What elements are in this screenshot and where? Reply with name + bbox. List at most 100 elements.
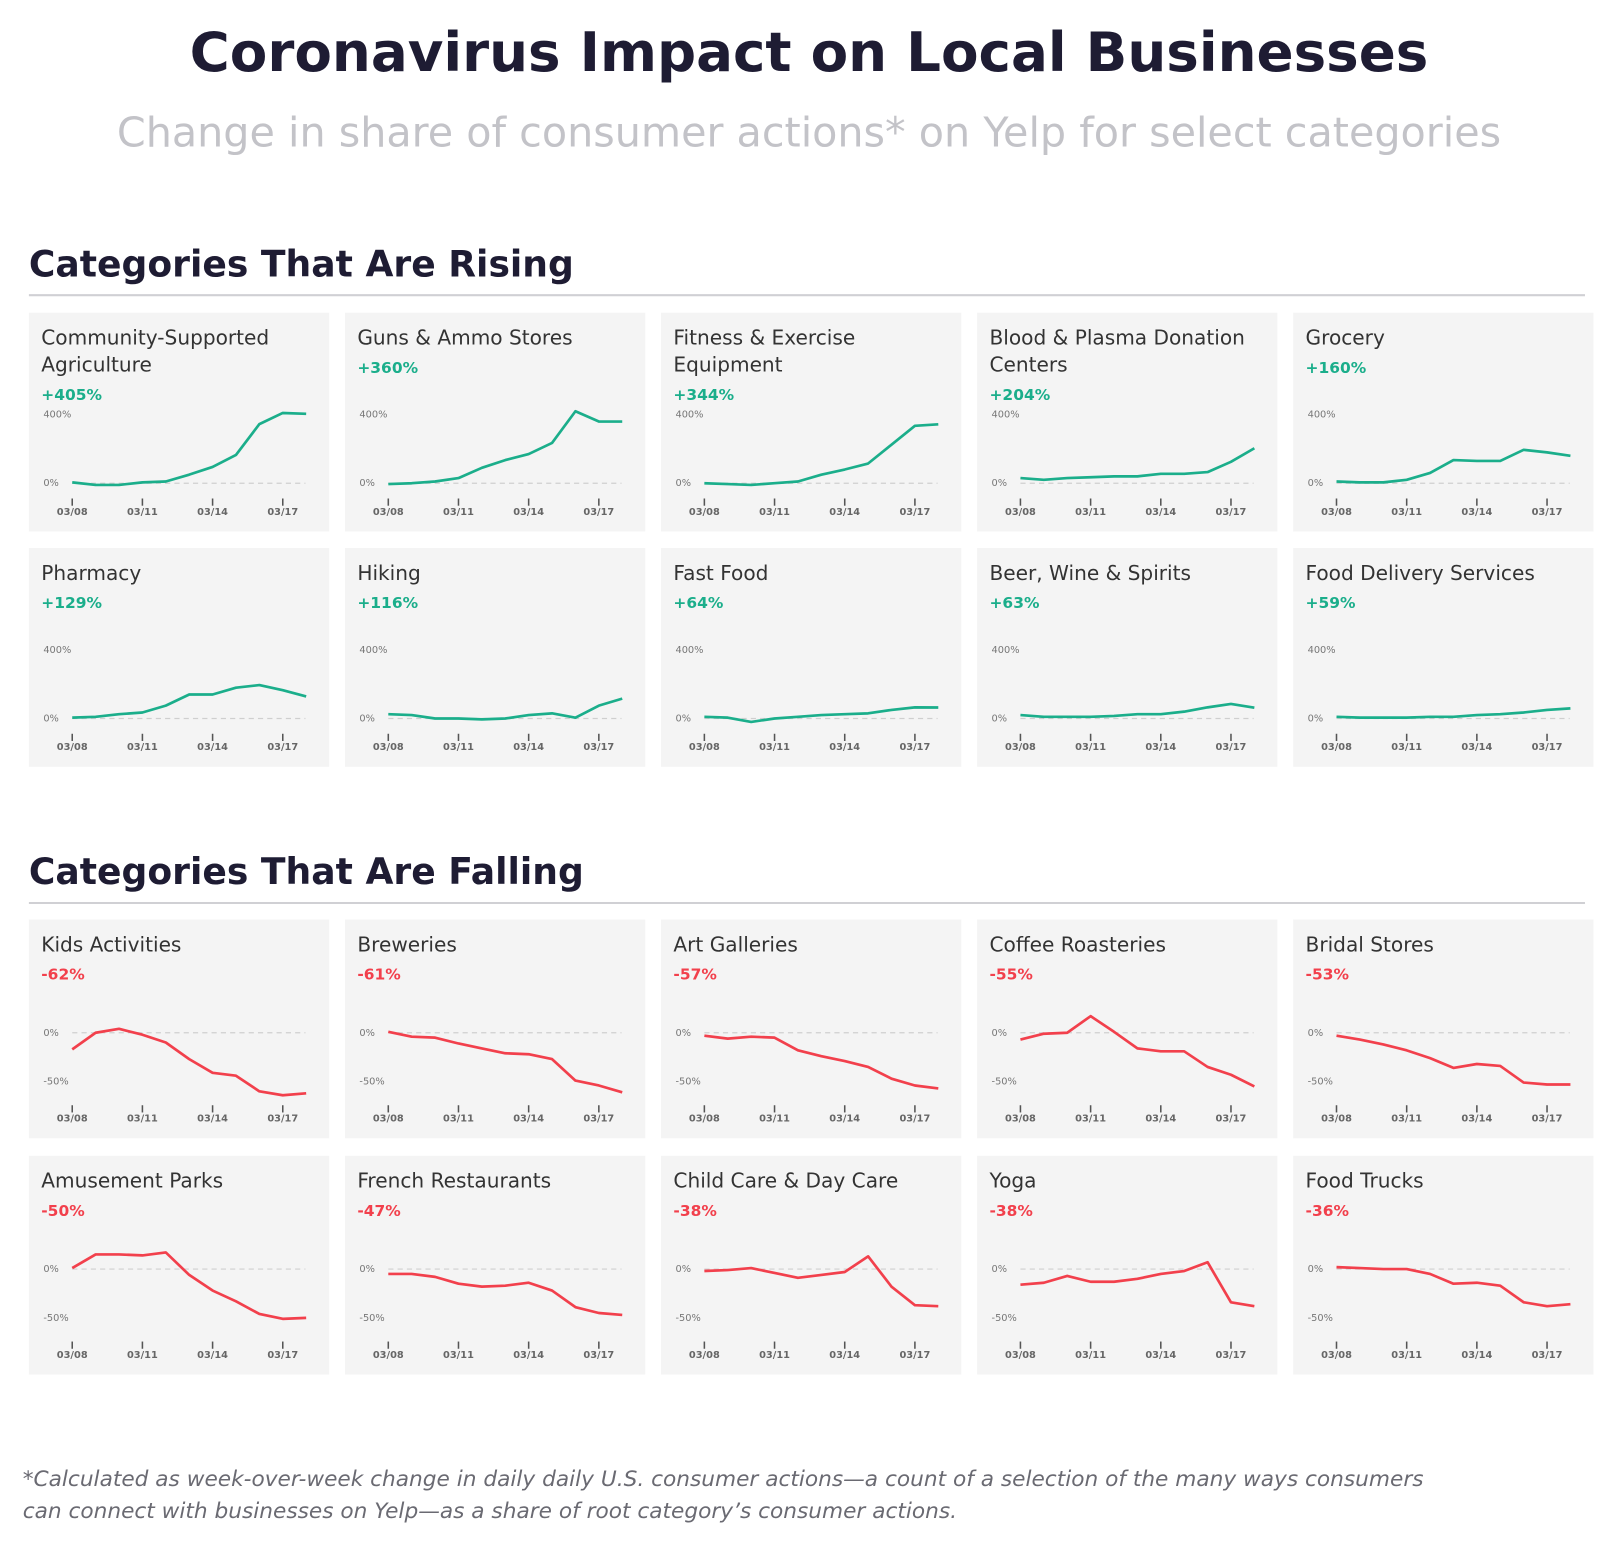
x-tick-label: 03/11 [759, 507, 790, 518]
card-background [1293, 548, 1594, 767]
chart-annotation: +405% [41, 386, 102, 404]
y-tick-label: -50% [43, 1077, 68, 1088]
text-line: Food Delivery Services [1306, 560, 1535, 584]
chart-title: Food Trucks [1306, 1168, 1424, 1192]
y-tick-label: 0% [992, 478, 1008, 489]
chart-annotation: +344% [673, 386, 734, 404]
x-tick-label: 03/17 [1532, 742, 1563, 753]
x-tick-label: 03/11 [127, 1350, 158, 1361]
data-line [388, 1030, 623, 1094]
y-tick-label: 0% [359, 1264, 375, 1275]
chart-annotation: -47% [357, 1202, 401, 1220]
text-line: Beer, Wine & Spirits [989, 560, 1191, 584]
chart-card: Fitness & Exercise Equipment +344% 0% 400% 0… [661, 312, 962, 532]
y-tick-label: -50% [675, 1077, 700, 1088]
data-line [704, 1255, 939, 1308]
text-line: Centers [989, 352, 1067, 376]
data-line [704, 706, 939, 724]
text-line: Food Trucks [1306, 1168, 1424, 1192]
chart-annotation: +116% [357, 594, 418, 612]
data-line [388, 1272, 623, 1317]
x-tick-label: 03/17 [1216, 1350, 1247, 1361]
y-tick-label: 0% [675, 478, 691, 489]
x-tick-label: 03/14 [513, 742, 544, 753]
chart-card: Child Care & Day Care -38% 0% -50% 03/08 03/1… [661, 1155, 962, 1375]
x-tick-label: 03/08 [373, 1114, 404, 1125]
x-tick-label: 03/08 [689, 1114, 720, 1125]
chart-card: Pharmacy +129% 0% 400% 03/08 03/11 03/14 03/17 [28, 548, 330, 767]
chart-annotation: +59% [1306, 594, 1356, 612]
x-tick-label: 03/17 [899, 1350, 930, 1361]
x-tick-label: 03/17 [1216, 507, 1247, 518]
x-tick-label: 03/17 [899, 507, 930, 518]
x-tick-label: 03/11 [1391, 1114, 1422, 1125]
data-line [704, 1034, 939, 1090]
x-tick-label: 03/14 [197, 1114, 228, 1125]
x-tick-label: 03/14 [197, 507, 228, 518]
chart-title: Blood & Plasma Donation Centers [989, 325, 1251, 376]
data-line [1020, 1014, 1255, 1088]
y-tick-label: 0% [43, 1028, 59, 1039]
x-tick-label: 03/14 [1145, 1114, 1176, 1125]
y-tick-label: 0% [992, 713, 1008, 724]
text-line: Breweries [357, 932, 457, 956]
y-tick-label: -50% [992, 1313, 1017, 1324]
x-tick-label: 03/14 [1145, 1350, 1176, 1361]
chart-title: Child Care & Day Care [673, 1168, 898, 1192]
text-line: Yoga [988, 1168, 1036, 1192]
card-background [1293, 1155, 1594, 1375]
y-tick-label: 0% [359, 478, 375, 489]
chart-annotation: +64% [673, 594, 723, 612]
y-tick-label: 0% [43, 713, 59, 724]
x-tick-label: 03/17 [583, 1114, 614, 1125]
x-tick-label: 03/17 [899, 742, 930, 753]
y-tick-label: -50% [43, 1313, 68, 1324]
x-tick-label: 03/14 [829, 1350, 860, 1361]
card-background [344, 919, 646, 1139]
chart-title: Fitness & Exercise Equipment [673, 325, 861, 376]
text-line: Fast Food [673, 560, 768, 584]
text-line: Amusement Parks [41, 1168, 223, 1192]
data-line [1020, 447, 1256, 482]
text-line: Fitness & Exercise [673, 325, 861, 349]
x-tick-label: 03/11 [759, 742, 790, 753]
chart-title: Bridal Stores [1306, 932, 1434, 956]
y-tick-label: 0% [1308, 478, 1324, 489]
card-background [661, 919, 962, 1139]
chart-annotation: -62% [41, 966, 85, 984]
chart-card: Hiking +116% 0% 400% 03/08 03/11 03/14 03/17 [344, 548, 646, 767]
text-line: Bridal Stores [1306, 932, 1434, 956]
chart-annotation: -38% [989, 1202, 1033, 1220]
y-tick-label: 400% [359, 410, 387, 421]
x-tick-label: 03/08 [57, 1114, 88, 1125]
page-title: Coronavirus Impact on Local Businesses [190, 20, 1429, 84]
x-tick-label: 03/14 [829, 507, 860, 518]
chart-annotation: -50% [41, 1202, 85, 1220]
y-tick-label: -50% [1308, 1313, 1333, 1324]
chart-card: Food Trucks -36% 0% -50% 03/08 03/11 03/14 03/1… [1293, 1155, 1594, 1375]
y-tick-label: 0% [359, 713, 375, 724]
card-background [344, 548, 646, 767]
y-tick-label: 0% [43, 478, 59, 489]
x-tick-label: 03/11 [127, 507, 158, 518]
chart-title: Coffee Roasteries [989, 932, 1165, 956]
x-tick-label: 03/08 [1321, 1350, 1352, 1361]
chart-title: Kids Activities [41, 932, 181, 956]
y-tick-label: 400% [1308, 645, 1336, 656]
card-background [344, 312, 646, 532]
chart-card: Blood & Plasma Donation Centers +204% 0% 40… [977, 312, 1278, 532]
text-line: Grocery [1306, 325, 1385, 349]
card-background [977, 1155, 1278, 1375]
card-background [977, 312, 1278, 532]
data-line [1020, 1260, 1255, 1308]
x-tick-label: 03/08 [689, 1350, 720, 1361]
x-tick-label: 03/08 [373, 507, 404, 518]
y-tick-label: 400% [992, 410, 1020, 421]
data-line [388, 409, 623, 486]
y-tick-label: 0% [359, 1028, 375, 1039]
x-tick-label: 03/17 [1216, 1114, 1247, 1125]
chart-title: Grocery [1306, 325, 1385, 349]
data-line [72, 411, 307, 487]
